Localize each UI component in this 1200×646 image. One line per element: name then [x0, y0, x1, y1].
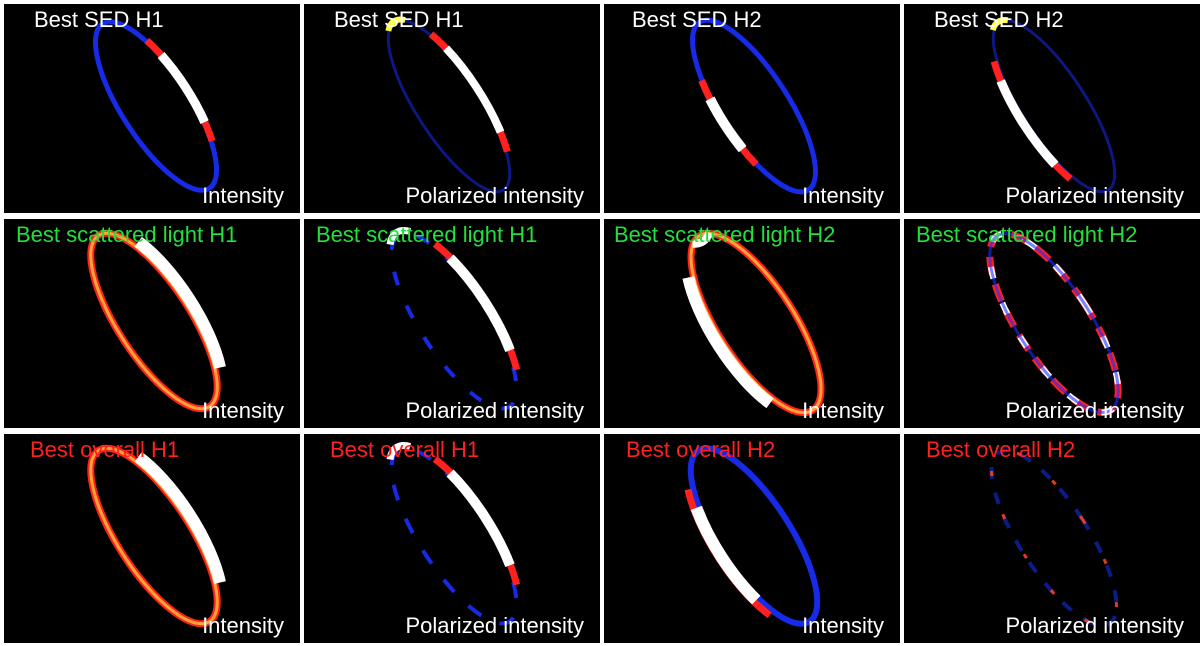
disk-image	[989, 17, 1117, 194]
panel-title: Best SED H1	[334, 7, 464, 32]
panel-scattered-h1-polarized: Best scattered light H1 Polarized intens…	[304, 219, 600, 428]
disk-image	[989, 448, 1119, 628]
panel-subtitle: Polarized intensity	[405, 613, 584, 638]
panel-title: Best scattered light H1	[316, 222, 538, 247]
disk-image	[87, 444, 226, 628]
panel-title: Best scattered light H2	[916, 222, 1138, 247]
panel-subtitle: Polarized intensity	[1005, 398, 1184, 423]
panel-title: Best overall H1	[330, 437, 480, 462]
panel-sed-h2-polarized: Best SED H2 Polarized intensity	[904, 4, 1200, 213]
panel-title: Best SED H2	[632, 7, 762, 32]
panel-sed-h1-polarized: Best SED H1 Polarized intensity	[304, 4, 600, 213]
panel-overall-h1-polarized: Best overall H1 Polarized intensity	[304, 434, 600, 643]
panel-scattered-h2-polarized: Best scattered light H2 Polarized intens…	[904, 219, 1200, 428]
panel-scattered-h1-intensity: Best scattered light H1 Intensity	[4, 219, 300, 428]
panel-subtitle: Intensity	[802, 183, 884, 208]
disk-image	[386, 441, 521, 626]
panel-subtitle: Intensity	[802, 613, 884, 638]
panel-subtitle: Intensity	[202, 398, 284, 423]
panel-subtitle: Intensity	[802, 398, 884, 423]
disk-image	[385, 16, 512, 194]
panel-subtitle: Intensity	[202, 613, 284, 638]
panel-title: Best overall H1	[30, 437, 180, 462]
panel-overall-h1-intensity: Best overall H1 Intensity	[4, 434, 300, 643]
panel-title: Best scattered light H1	[16, 222, 238, 247]
disk-image	[682, 229, 825, 417]
panel-subtitle: Polarized intensity	[405, 183, 584, 208]
panel-title: Best scattered light H2	[614, 222, 836, 247]
panel-subtitle: Polarized intensity	[405, 398, 584, 423]
disk-image	[690, 17, 818, 195]
panel-title: Best overall H2	[926, 437, 1076, 462]
panel-title: Best SED H2	[934, 7, 1064, 32]
disk-image	[684, 445, 821, 627]
panel-subtitle: Polarized intensity	[1005, 613, 1184, 638]
panel-sed-h2-intensity: Best SED H2 Intensity	[604, 4, 900, 213]
disk-image	[92, 19, 220, 193]
panel-scattered-h2-intensity: Best scattered light H2 Intensity	[604, 219, 900, 428]
panel-overall-h2-polarized: Best overall H2 Polarized intensity	[904, 434, 1200, 643]
disk-image	[87, 229, 226, 413]
panel-subtitle: Intensity	[202, 183, 284, 208]
panel-overall-h2-intensity: Best overall H2 Intensity	[604, 434, 900, 643]
panel-subtitle: Polarized intensity	[1005, 183, 1184, 208]
panel-title: Best SED H1	[34, 7, 164, 32]
disk-image	[986, 230, 1122, 416]
disk-image	[386, 226, 521, 411]
panel-sed-h1-intensity: Best SED H1 Intensity	[4, 4, 300, 213]
panel-title: Best overall H2	[626, 437, 776, 462]
